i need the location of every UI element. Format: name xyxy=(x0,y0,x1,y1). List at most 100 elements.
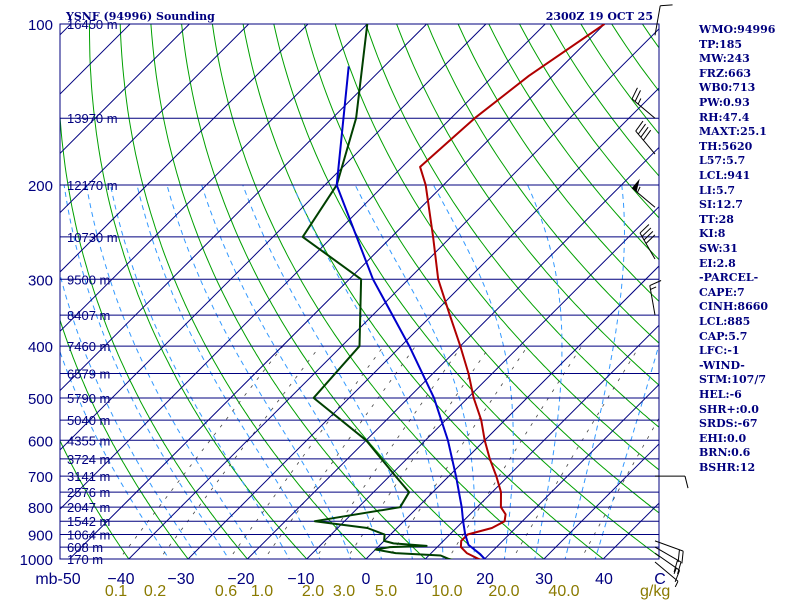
index-line: WB0:713 xyxy=(699,81,756,95)
index-line: TT:28 xyxy=(699,212,734,226)
plot-frame xyxy=(59,23,660,560)
dry-adiabat xyxy=(242,24,605,559)
isotherm-line xyxy=(305,205,659,559)
index-line: LI:5.7 xyxy=(699,183,736,197)
index-line: HEL:-6 xyxy=(699,388,742,401)
mixing-ratio-label: 1.0 xyxy=(251,583,273,600)
height-label: 12170 m xyxy=(67,178,118,193)
index-line: BRN:0.6 xyxy=(699,446,751,460)
isotherm-line xyxy=(187,87,659,559)
wind-barb xyxy=(654,4,673,36)
index-line: RH:47.4 xyxy=(699,110,750,124)
height-label: 2576 m xyxy=(67,485,110,500)
wind-barb xyxy=(654,540,684,564)
dry-adiabat xyxy=(488,24,659,261)
index-line: CINH:8660 xyxy=(699,300,769,314)
wind-barb-staff xyxy=(654,5,661,36)
mixing-ratio-label: 2.0 xyxy=(302,583,324,600)
mixing-ratio-line xyxy=(387,345,528,559)
height-label: 6579 m xyxy=(67,366,110,381)
dewpoint-trace xyxy=(301,24,455,559)
height-label: 5040 m xyxy=(67,413,110,428)
wind-barb-staff xyxy=(654,561,679,582)
mixing-ratio-line xyxy=(118,345,284,559)
dry-adiabat xyxy=(303,24,659,514)
temperature-tick-label: C xyxy=(654,571,666,588)
index-line: EI:2.8 xyxy=(699,256,736,270)
pressure-tick-label: 800 xyxy=(28,500,53,517)
temperature-tick-labels: mb-50 −40 −30 −20 −10 0 10 20 30 40 C xyxy=(35,571,665,588)
height-labels: 16450 m 13970 m 12170 m 10730 m 9500 m 8407 m… xyxy=(67,17,118,567)
isotherm-line xyxy=(60,24,368,333)
wind-barb xyxy=(654,561,679,588)
dry-adiabat xyxy=(211,24,545,559)
isotherm-line xyxy=(60,24,487,451)
dry-adiabat xyxy=(181,24,486,559)
temperature-tick-label: −30 xyxy=(167,571,194,588)
wind-barb xyxy=(631,178,656,208)
wind-barb xyxy=(631,87,656,119)
pressure-tick-label: 1000 xyxy=(20,552,53,569)
moist-adiabat xyxy=(527,184,563,559)
mixing-ratio-unit: g/kg xyxy=(640,583,670,600)
isotherm-line xyxy=(60,24,309,273)
pressure-tick-label: 300 xyxy=(28,272,53,289)
dry-adiabat xyxy=(334,24,659,471)
wind-barb xyxy=(655,475,689,489)
height-label: 7460 m xyxy=(67,339,110,354)
wind-barb-half-feather xyxy=(650,286,657,290)
moist-adiabat xyxy=(201,184,383,559)
pressure-tick-label: 900 xyxy=(28,528,53,545)
wind-barb-staff xyxy=(654,540,684,552)
parcel-trace xyxy=(335,66,487,559)
index-line: EHI:0.0 xyxy=(699,431,747,445)
height-label: 4355 m xyxy=(67,433,110,448)
wind-barb-feather xyxy=(674,570,681,583)
index-line: CAPE:7 xyxy=(699,285,745,299)
isotherm-line xyxy=(246,146,659,559)
isotherm-line xyxy=(60,24,190,155)
profile-traces xyxy=(301,24,606,559)
mixing-ratio-label: 40.0 xyxy=(548,583,579,600)
temperature-tick-label: 20 xyxy=(476,571,494,588)
height-label: 8407 m xyxy=(67,308,110,323)
height-label: 170 m xyxy=(67,552,103,567)
mixing-ratio-label: 5.0 xyxy=(375,583,397,600)
moist-adiabat xyxy=(60,272,200,559)
wind-barb-feather xyxy=(684,476,689,489)
wind-barb-staff xyxy=(639,232,656,260)
pressure-tick-label: 100 xyxy=(28,17,53,34)
wind-barb-feather xyxy=(634,90,641,102)
pressure-tick-label: 600 xyxy=(28,433,53,450)
wind-barb xyxy=(639,224,656,260)
pressure-tick-labels: 100 200 300 400 500 600 700 800 900 1000 xyxy=(20,17,53,569)
mixing-ratio-label: 20.0 xyxy=(488,583,519,600)
dry-adiabat xyxy=(89,24,308,559)
wind-barb-feather xyxy=(681,551,684,564)
wind-barb-staff xyxy=(631,187,656,208)
height-label: 9500 m xyxy=(67,272,110,287)
index-line: LFC:-1 xyxy=(699,344,740,358)
mixing-ratio-label: 0.2 xyxy=(144,583,166,600)
wind-barb-feather xyxy=(673,559,678,573)
index-line: -PARCEL- xyxy=(699,271,759,285)
mixing-ratio-lines xyxy=(118,345,659,559)
index-line: LCL:941 xyxy=(699,169,751,182)
mixing-ratio-label: 0.1 xyxy=(105,583,127,600)
index-line: KI:8 xyxy=(699,227,726,241)
dry-adiabat xyxy=(60,318,189,559)
index-line: SI:12.7 xyxy=(699,198,743,212)
isotherms xyxy=(60,24,659,559)
index-line: SHR+:0.0 xyxy=(699,402,759,416)
wind-barb-feather xyxy=(645,234,656,244)
moist-adiabat xyxy=(60,350,170,559)
dry-adiabat xyxy=(365,24,659,428)
wind-barb-half-feather xyxy=(636,186,641,193)
index-line: LCL:885 xyxy=(699,315,751,328)
dry-adiabat xyxy=(273,24,659,558)
height-label: 1542 m xyxy=(67,514,110,529)
chart-title: YSNF (94996) Sounding xyxy=(65,10,215,23)
isotherm-line xyxy=(60,24,250,214)
wind-barb-staff xyxy=(649,285,656,316)
